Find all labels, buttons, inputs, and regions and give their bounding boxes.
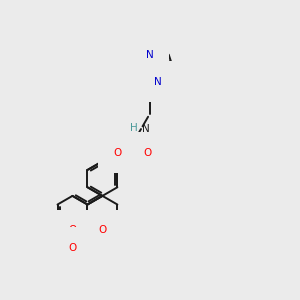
Text: H: H: [130, 123, 138, 133]
Text: N: N: [142, 124, 149, 134]
Text: O: O: [68, 243, 76, 253]
Text: O: O: [113, 148, 122, 158]
Text: O: O: [98, 226, 106, 236]
Text: N: N: [146, 50, 154, 60]
Text: O: O: [68, 226, 76, 236]
Text: O: O: [143, 148, 152, 158]
Text: N: N: [154, 77, 162, 87]
